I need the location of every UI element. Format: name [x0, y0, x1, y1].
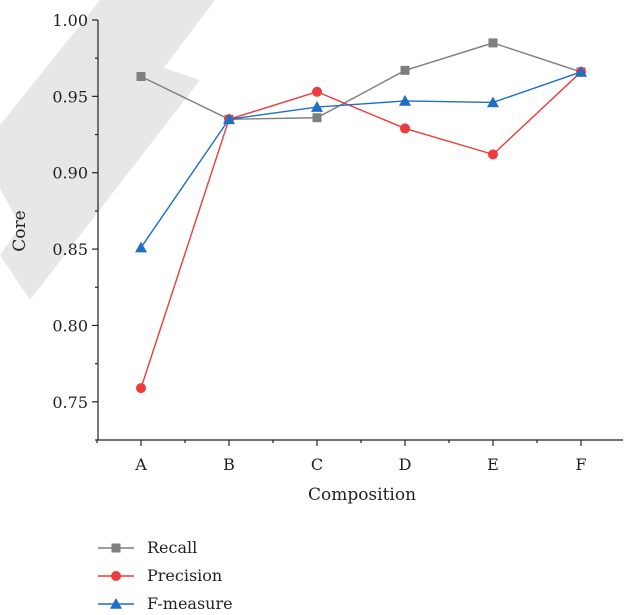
legend-item-f-measure: F-measure — [98, 594, 233, 613]
data-point-recall — [400, 65, 410, 75]
legend-label-precision: Precision — [147, 566, 222, 585]
data-point-f-measure — [575, 65, 587, 77]
legend-label-recall: Recall — [147, 538, 197, 557]
legend: Recall Precision F-measure — [98, 538, 233, 613]
data-point-precision — [136, 383, 146, 394]
data-point-recall — [136, 72, 146, 82]
legend-label-f-measure: F-measure — [147, 594, 233, 613]
series-line-f-measure — [140, 71, 582, 248]
data-point-precision — [312, 86, 322, 97]
series-line-precision — [140, 71, 582, 389]
x-tick-label: E — [487, 455, 499, 474]
data-point-recall — [312, 113, 322, 123]
data-point-f-measure — [487, 96, 499, 108]
y-tick-label: 0.85 — [52, 240, 88, 259]
legend-marker-f-measure — [110, 598, 122, 609]
x-tick-label: C — [311, 455, 323, 474]
y-tick-label: 1.00 — [52, 11, 88, 30]
x-tick-label: F — [575, 455, 586, 474]
data-point-f-measure — [223, 113, 235, 125]
axes: 0.75 0.80 0.85 0.90 0.95 1.00 A B C D E F — [52, 11, 623, 474]
series-recall — [136, 38, 586, 124]
x-tick-label: D — [399, 455, 412, 474]
data-point-precision — [400, 123, 410, 134]
series-f-measure — [135, 65, 587, 253]
x-axis-title: Composition — [308, 485, 416, 505]
series-line-recall — [140, 42, 582, 120]
x-tick-label: A — [134, 455, 147, 474]
legend-item-recall: Recall — [98, 538, 197, 557]
series-layer — [135, 38, 587, 394]
data-point-f-measure — [135, 241, 147, 253]
data-point-f-measure — [399, 94, 411, 106]
y-tick-label: 0.80 — [52, 316, 88, 335]
legend-marker-precision — [111, 571, 121, 581]
y-tick-label: 0.75 — [52, 393, 88, 412]
data-point-f-measure — [311, 101, 323, 112]
y-tick-label: 0.95 — [52, 87, 88, 106]
legend-item-precision: Precision — [98, 566, 222, 585]
watermark — [0, 0, 215, 300]
legend-marker-recall — [111, 543, 121, 553]
y-tick-label: 0.90 — [52, 164, 88, 183]
x-tick-label: B — [223, 455, 235, 474]
y-axis-title: Core — [10, 210, 30, 251]
data-point-recall — [488, 38, 498, 48]
series-precision — [136, 66, 586, 394]
data-point-precision — [488, 149, 498, 160]
